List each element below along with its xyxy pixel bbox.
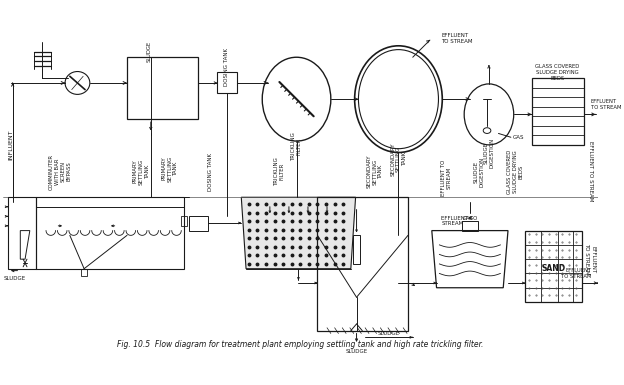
Text: SLUDGE: SLUDGE (147, 41, 152, 62)
Bar (36, 197, 184, 269)
Bar (182, 216, 187, 226)
Bar (81, 269, 87, 276)
Text: SLUDGE: SLUDGE (346, 349, 368, 354)
Bar (525, 231, 582, 302)
Text: EFFLUENT
TO STREAM: EFFLUENT TO STREAM (562, 268, 592, 279)
Bar (218, 72, 236, 94)
Text: PRIMARY
SETTLING
TANK: PRIMARY SETTLING TANK (162, 156, 178, 182)
Text: DOSING TANK: DOSING TANK (208, 152, 213, 191)
Text: SLUDGE: SLUDGE (4, 276, 26, 281)
Text: COMMINUTER
WITH BAR
SCREEN
BYPASS: COMMINUTER WITH BAR SCREEN BYPASS (49, 154, 72, 189)
Text: SLUDGE
DIGESTION: SLUDGE DIGESTION (474, 156, 485, 187)
Text: TRICKLING
FILTER: TRICKLING FILTER (291, 132, 302, 161)
Text: SECONDARY
SETTLING
TANK: SECONDARY SETTLING TANK (366, 155, 383, 188)
Text: EFFLUENT TO
STREAM: EFFLUENT TO STREAM (441, 160, 452, 196)
Text: INFLUENT: INFLUENT (8, 130, 13, 160)
Bar (532, 78, 584, 145)
Text: EFFLUENT
TO STREAM: EFFLUENT TO STREAM (441, 33, 473, 44)
Text: GLASS COVERED
SLUDGE DRYING
BEDS: GLASS COVERED SLUDGE DRYING BEDS (535, 64, 580, 81)
Text: SAND: SAND (542, 264, 566, 273)
Text: EFFLUENT TO
STREAM: EFFLUENT TO STREAM (441, 216, 478, 226)
Bar (318, 197, 408, 331)
Text: SECONDARY
SETTLING
TANK: SECONDARY SETTLING TANK (390, 142, 407, 176)
Text: EFFLUENT TO STREAM: EFFLUENT TO STREAM (588, 141, 593, 202)
Bar (8, 197, 36, 269)
Polygon shape (241, 197, 356, 269)
Bar (127, 57, 198, 119)
Text: GLASS COVERED
SLUDGE DRYING
BEDS: GLASS COVERED SLUDGE DRYING BEDS (507, 149, 524, 194)
Bar (353, 235, 360, 264)
Bar (189, 216, 208, 231)
Text: DOSING TANK: DOSING TANK (225, 48, 230, 86)
Text: EFFLUENT
TO STREAM: EFFLUENT TO STREAM (591, 99, 622, 110)
Text: Fig. 10.5  Flow diagram for treatment plant employing settling tank and high rat: Fig. 10.5 Flow diagram for treatment pla… (117, 340, 484, 350)
Text: GAS: GAS (463, 216, 474, 221)
Text: PRIMARY
SETTLING
TANK: PRIMARY SETTLING TANK (133, 158, 150, 185)
Text: TRICKLING
FILTER: TRICKLING FILTER (274, 157, 285, 186)
Text: SLUDGE: SLUDGE (378, 331, 400, 336)
Text: EFFLUENT
TO STREAM: EFFLUENT TO STREAM (585, 243, 595, 275)
Text: SLUDGE
DIGESTION: SLUDGE DIGESTION (484, 137, 494, 167)
Text: GAS: GAS (513, 135, 524, 140)
Bar (462, 221, 477, 231)
